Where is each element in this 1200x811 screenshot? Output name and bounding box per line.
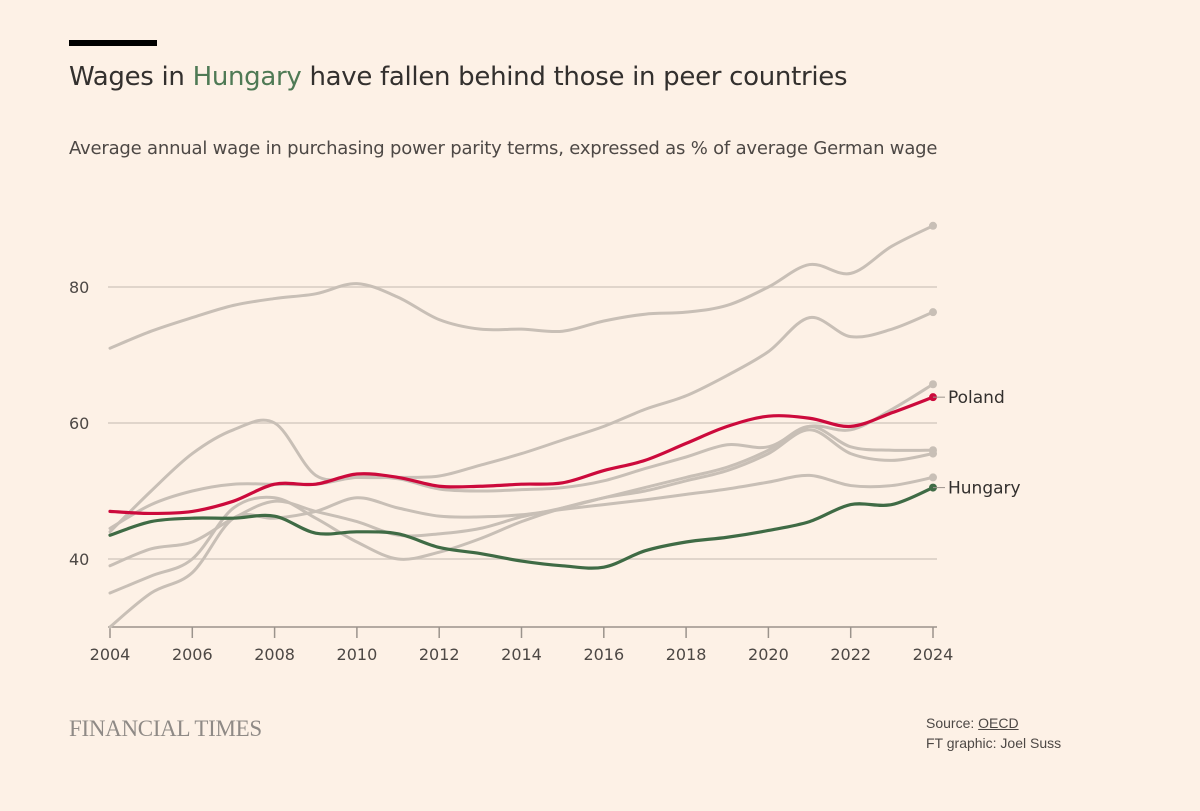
x-tick-label: 2008 <box>254 645 295 664</box>
series-line-peer <box>108 424 935 568</box>
x-tick-label: 2010 <box>337 645 378 664</box>
series-line-poland <box>108 395 935 516</box>
series-line-peer <box>108 224 935 350</box>
x-tick-label: 2006 <box>172 645 213 664</box>
series-endpoint <box>929 221 937 230</box>
chart-subtitle: Average annual wage in purchasing power … <box>69 138 938 159</box>
series-line-peer <box>108 428 935 595</box>
x-tick-label: 2012 <box>419 645 460 664</box>
series-line-hungary <box>108 486 935 570</box>
source-label: Source: <box>926 715 979 731</box>
y-tick-label: 40 <box>69 550 89 569</box>
chart-title: Wages in Hungary have fallen behind thos… <box>69 62 848 92</box>
series-line-peer <box>108 310 935 534</box>
source-note: Source: OECD FT graphic: Joel Suss <box>926 713 1061 753</box>
series-endpoint <box>929 473 937 482</box>
series-endpoint <box>929 380 937 389</box>
x-tick-label: 2018 <box>666 645 707 664</box>
series-endpoint <box>929 308 937 317</box>
x-tick-label: 2020 <box>748 645 789 664</box>
title-text-end: have fallen behind those in peer countri… <box>301 62 848 92</box>
x-tick-label: 2022 <box>830 645 871 664</box>
ft-title-bar <box>69 40 157 46</box>
x-tick-label: 2014 <box>501 645 542 664</box>
title-highlight: Hungary <box>192 62 302 92</box>
x-tick-label: 2016 <box>583 645 624 664</box>
title-text: Wages in <box>69 62 193 92</box>
series-line-peer <box>108 473 935 629</box>
y-tick-label: 80 <box>69 278 89 297</box>
source-link-oecd[interactable]: OECD <box>978 715 1019 731</box>
y-tick-label: 60 <box>69 414 89 433</box>
graphic-credit: FT graphic: Joel Suss <box>926 735 1062 751</box>
series-endpoint <box>929 449 937 458</box>
x-tick-label: 2024 <box>913 645 954 664</box>
x-tick-label: 2004 <box>90 645 131 664</box>
ft-logo: FINANCIAL TIMES <box>69 716 262 741</box>
series-label-hungary: Hungary <box>948 479 1021 499</box>
series-label-poland: Poland <box>948 388 1005 408</box>
